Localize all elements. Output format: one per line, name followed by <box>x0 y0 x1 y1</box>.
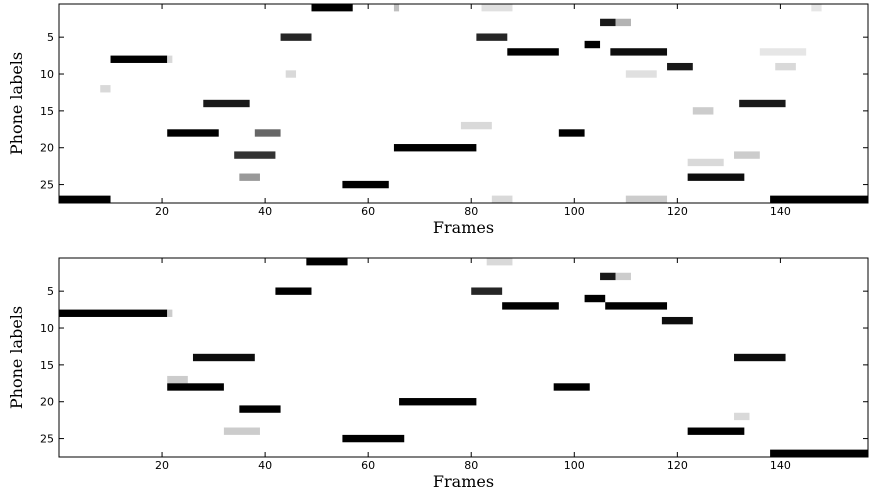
heatmap-cell <box>254 129 281 137</box>
x-axis-label: Frames <box>433 472 494 491</box>
chart-panel-1: 20 40 60 80 100 120 140 5 10 15 20 25 Frames Phone la… <box>7 3 869 237</box>
heatmap-cell <box>775 62 796 71</box>
heatmap-cell <box>239 173 260 181</box>
x-tick-label: 120 <box>667 205 688 218</box>
heatmap-cell <box>167 309 173 317</box>
heatmap-cell <box>770 195 868 203</box>
heatmap-cell <box>306 258 348 266</box>
heatmap-cell <box>734 353 786 362</box>
y-tick-label: 25 <box>40 179 54 192</box>
heatmap-cell <box>285 70 297 78</box>
heatmap-cell <box>342 180 389 189</box>
heatmap-cell <box>600 272 616 281</box>
y-tick-label: 10 <box>40 68 54 81</box>
heatmap-cell <box>687 158 724 167</box>
heatmap-cell <box>739 99 786 108</box>
heatmap-cell <box>605 302 668 310</box>
x-tick-label: 20 <box>155 205 169 218</box>
x-tick-label: 100 <box>564 459 585 472</box>
x-tick-label: 100 <box>564 205 585 218</box>
heatmap-cell <box>584 294 606 303</box>
y-tick-label: 5 <box>47 31 54 44</box>
plot-frame <box>58 257 869 458</box>
chart-panel-2: 20 40 60 80 100 120 140 5 10 15 20 25 Frames Phone la… <box>7 257 869 491</box>
heatmap-cell <box>667 62 693 71</box>
heatmap-cell <box>811 4 822 12</box>
heatmap-cell <box>600 18 616 27</box>
heatmap-cell <box>476 33 508 41</box>
heatmap-cell <box>223 427 260 435</box>
x-tick-label: 60 <box>361 205 375 218</box>
y-tick-label: 15 <box>40 359 54 372</box>
x-axis-label: Frames <box>433 218 494 237</box>
y-tick-label: 15 <box>40 105 54 118</box>
heatmap-cell <box>502 302 559 310</box>
heatmap-cell <box>167 383 224 391</box>
heatmap-cell <box>167 55 173 63</box>
heatmap-cell <box>167 375 188 384</box>
heatmap-cell <box>687 427 745 435</box>
heatmap-cell <box>558 129 585 137</box>
x-tick-label: 80 <box>464 459 478 472</box>
y-axis-label: Phone labels <box>7 52 26 155</box>
heatmap-cell <box>615 272 631 281</box>
heatmap-cell <box>167 129 219 137</box>
heatmap-cell <box>393 4 400 12</box>
x-tick-label: 40 <box>258 205 272 218</box>
plot-background <box>59 4 868 203</box>
heatmap-cell <box>507 48 559 56</box>
heatmap-cell <box>110 55 168 63</box>
heatmap-cell <box>584 40 601 49</box>
plot-frame <box>58 3 869 204</box>
heatmap-cell <box>239 405 281 413</box>
heatmap-cell <box>610 48 668 56</box>
heatmap-cell <box>486 258 513 266</box>
heatmap-cell <box>734 151 760 159</box>
heatmap-cell <box>471 287 503 295</box>
heatmap-cell <box>625 70 657 78</box>
heatmap-cell <box>491 195 513 203</box>
heatmap-cell <box>59 309 168 317</box>
heatmap-cell <box>342 434 405 443</box>
heatmap-cell <box>481 4 513 12</box>
x-tick-label: 20 <box>155 459 169 472</box>
y-axis-label: Phone labels <box>7 306 26 409</box>
heatmap-cell <box>460 121 492 130</box>
heatmap-cell <box>625 195 668 203</box>
heatmap-cell <box>393 144 477 152</box>
x-tick-label: 140 <box>770 205 791 218</box>
y-tick-label: 10 <box>40 322 54 335</box>
heatmap-cell <box>59 195 111 203</box>
heatmap-cell <box>100 85 111 93</box>
heatmap-cell <box>661 316 693 325</box>
heatmap-cell <box>234 151 276 159</box>
x-tick-label: 60 <box>361 459 375 472</box>
heatmap-cell <box>759 48 807 56</box>
heatmap-cell <box>311 4 353 12</box>
x-tick-label: 120 <box>667 459 688 472</box>
y-tick-label: 5 <box>47 285 54 298</box>
y-tick-label: 20 <box>40 396 54 409</box>
x-tick-label: 40 <box>258 459 272 472</box>
heatmap-cell <box>615 18 631 27</box>
x-tick-label: 80 <box>464 205 478 218</box>
heatmap-cell <box>553 383 590 391</box>
heatmap-cell <box>687 173 745 181</box>
heatmap-cell <box>275 287 312 295</box>
y-tick-label: 25 <box>40 433 54 446</box>
heatmap-cell <box>692 107 714 115</box>
y-tick-label: 20 <box>40 142 54 155</box>
heatmap-cell <box>770 449 868 457</box>
heatmap-cell <box>203 99 250 108</box>
x-tick-label: 140 <box>770 459 791 472</box>
heatmap-cell <box>280 33 312 41</box>
heatmap-cell <box>399 398 477 406</box>
heatmap-cell <box>734 412 750 421</box>
heatmap-cell <box>192 353 255 362</box>
